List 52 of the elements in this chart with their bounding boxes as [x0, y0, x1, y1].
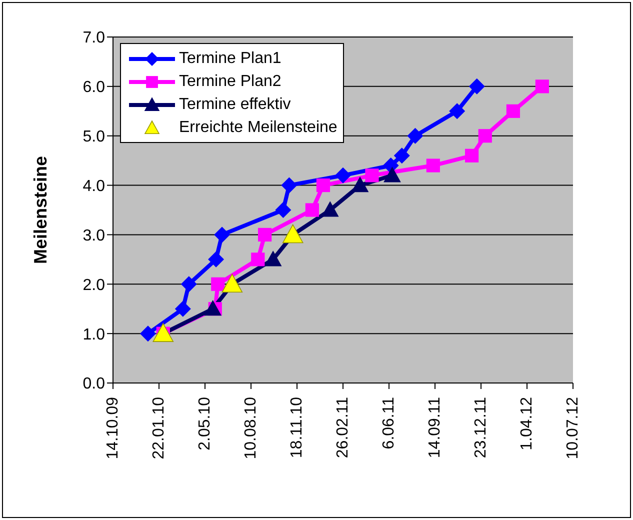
point — [180, 276, 197, 292]
point — [305, 203, 319, 217]
x-tick-label: 26.02.11 — [334, 396, 352, 458]
x-tick-label: 23.12.11 — [472, 396, 490, 458]
point — [365, 168, 379, 182]
point — [535, 80, 549, 94]
point — [506, 104, 520, 118]
point — [322, 202, 339, 217]
x-tick-label: 22.01.10 — [150, 396, 168, 460]
point — [174, 300, 191, 317]
y-tick-label: 2.0 — [82, 276, 106, 294]
x-tick-label: 1.04.12 — [518, 396, 536, 450]
y-tick-label: 3.0 — [82, 227, 106, 244]
legend-label: Termine Plan1 — [179, 50, 282, 68]
x-tick-label: 2.05.10 — [196, 396, 214, 450]
y-axis-title: Meilensteine — [30, 156, 50, 264]
point — [264, 251, 282, 266]
x-tick-label: 18.11.10 — [288, 396, 306, 458]
x-tick-label: 14.10.09 — [104, 396, 122, 460]
point — [394, 148, 410, 164]
y-tick-label: 7.0 — [82, 30, 106, 47]
legend-label: Termine Plan2 — [179, 72, 282, 90]
x-tick-label: 14.09.11 — [426, 396, 444, 458]
point — [251, 252, 265, 266]
point — [426, 158, 440, 172]
point — [258, 228, 272, 242]
point — [214, 226, 230, 243]
point — [449, 103, 466, 120]
point — [316, 178, 330, 192]
point — [407, 128, 424, 144]
legend-label: Erreichte Meilensteine — [179, 118, 338, 136]
x-tick-label: 10.07.12 — [564, 396, 582, 460]
point — [384, 167, 401, 182]
point — [204, 300, 222, 316]
y-tick-label: 5.0 — [82, 128, 106, 146]
point — [281, 177, 298, 194]
y-tick-label: 0.0 — [82, 376, 106, 393]
x-tick-label: 6.06.11 — [380, 396, 398, 450]
y-tick-label: 6.0 — [82, 79, 106, 96]
point — [465, 148, 479, 162]
point — [211, 277, 225, 291]
y-tick-label: 4.0 — [82, 178, 106, 195]
point — [208, 251, 224, 268]
x-tick-label: 10.08.10 — [242, 396, 260, 460]
point — [140, 326, 156, 342]
point — [478, 129, 492, 143]
point — [468, 78, 485, 94]
point — [275, 202, 292, 218]
legend-label: Termine effektiv — [179, 96, 291, 114]
point — [352, 176, 368, 192]
y-tick-label: 1.0 — [82, 326, 106, 344]
point — [335, 167, 351, 184]
